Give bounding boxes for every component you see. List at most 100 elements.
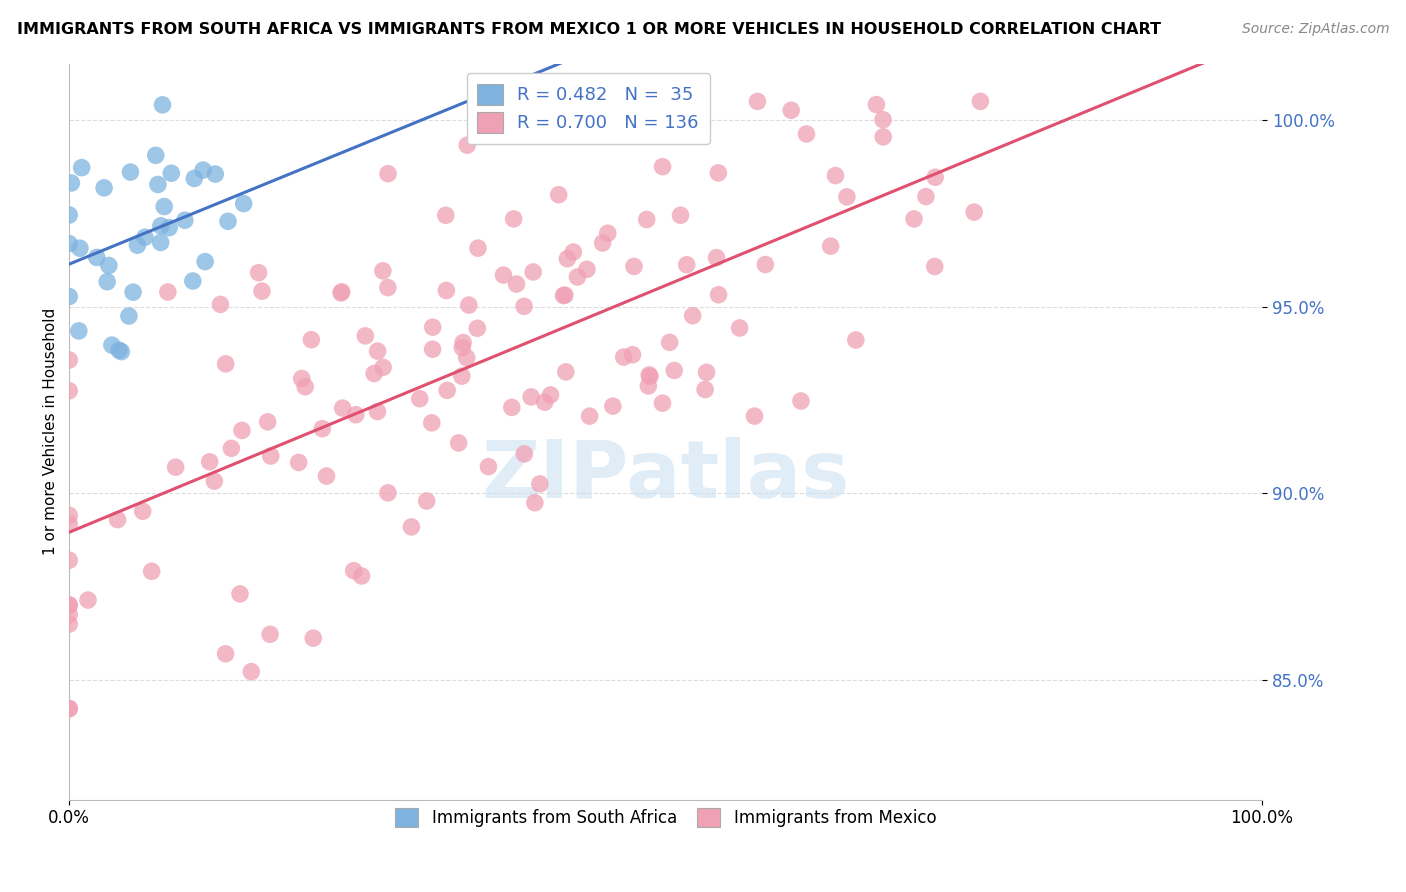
- Point: [422, 343, 444, 357]
- Point: [456, 138, 478, 153]
- Point: [422, 320, 444, 334]
- Point: [70, 161, 93, 175]
- Point: [343, 564, 366, 578]
- Point: [562, 245, 585, 260]
- Point: [434, 284, 457, 298]
- Point: [350, 569, 373, 583]
- Point: [311, 422, 333, 436]
- Point: [60, 176, 83, 190]
- Point: [58, 702, 80, 716]
- Point: [217, 214, 239, 228]
- Point: [638, 368, 661, 382]
- Point: [420, 416, 443, 430]
- Point: [835, 190, 858, 204]
- Point: [58, 508, 80, 523]
- Point: [696, 365, 718, 379]
- Point: [134, 230, 156, 244]
- Point: [409, 392, 432, 406]
- Point: [613, 350, 636, 364]
- Point: [299, 333, 322, 347]
- Point: [675, 258, 697, 272]
- Point: [367, 344, 389, 359]
- Point: [58, 617, 80, 632]
- Point: [824, 169, 846, 183]
- Point: [96, 275, 118, 289]
- Point: [58, 236, 80, 251]
- Point: [354, 329, 377, 343]
- Point: [434, 208, 457, 222]
- Point: [58, 353, 80, 368]
- Point: [669, 208, 692, 222]
- Point: [132, 504, 155, 518]
- Point: [924, 260, 946, 274]
- Point: [58, 598, 80, 612]
- Point: [287, 455, 309, 469]
- Point: [240, 665, 263, 679]
- Point: [118, 309, 141, 323]
- Text: IMMIGRANTS FROM SOUTH AFRICA VS IMMIGRANTS FROM MEXICO 1 OR MORE VEHICLES IN HOU: IMMIGRANTS FROM SOUTH AFRICA VS IMMIGRAN…: [17, 22, 1161, 37]
- Point: [554, 365, 576, 379]
- Point: [377, 486, 399, 500]
- Point: [747, 95, 769, 109]
- Point: [596, 226, 619, 240]
- Point: [86, 251, 108, 265]
- Point: [436, 384, 458, 398]
- Point: [198, 455, 221, 469]
- Point: [744, 409, 766, 423]
- Point: [141, 564, 163, 578]
- Point: [576, 128, 599, 143]
- Point: [695, 383, 717, 397]
- Point: [513, 299, 536, 313]
- Point: [250, 284, 273, 298]
- Point: [153, 200, 176, 214]
- Point: [58, 701, 80, 715]
- Point: [638, 369, 661, 384]
- Point: [529, 476, 551, 491]
- Point: [401, 520, 423, 534]
- Legend: Immigrants from South Africa, Immigrants from Mexico: Immigrants from South Africa, Immigrants…: [387, 799, 945, 835]
- Point: [231, 424, 253, 438]
- Point: [330, 285, 353, 299]
- Point: [637, 379, 659, 393]
- Point: [69, 241, 91, 255]
- Point: [664, 363, 686, 377]
- Point: [146, 178, 169, 192]
- Point: [547, 187, 569, 202]
- Point: [173, 213, 195, 227]
- Point: [58, 598, 80, 612]
- Point: [501, 401, 523, 415]
- Point: [754, 258, 776, 272]
- Point: [291, 371, 314, 385]
- Point: [602, 399, 624, 413]
- Point: [969, 95, 991, 109]
- Point: [513, 447, 536, 461]
- Point: [553, 288, 575, 302]
- Point: [209, 297, 232, 311]
- Point: [567, 270, 589, 285]
- Point: [93, 181, 115, 195]
- Point: [344, 408, 367, 422]
- Point: [58, 289, 80, 303]
- Point: [58, 208, 80, 222]
- Point: [366, 404, 388, 418]
- Point: [523, 496, 546, 510]
- Point: [58, 384, 80, 398]
- Point: [120, 165, 142, 179]
- Point: [903, 211, 925, 226]
- Point: [330, 285, 353, 300]
- Point: [522, 265, 544, 279]
- Point: [456, 351, 478, 365]
- Point: [152, 98, 174, 112]
- Point: [110, 344, 132, 359]
- Point: [465, 321, 488, 335]
- Point: [963, 205, 986, 219]
- Point: [215, 357, 238, 371]
- Point: [467, 241, 489, 255]
- Point: [457, 298, 479, 312]
- Point: [592, 235, 614, 250]
- Point: [477, 459, 499, 474]
- Point: [156, 285, 179, 299]
- Point: [820, 239, 842, 253]
- Point: [183, 171, 205, 186]
- Point: [520, 390, 543, 404]
